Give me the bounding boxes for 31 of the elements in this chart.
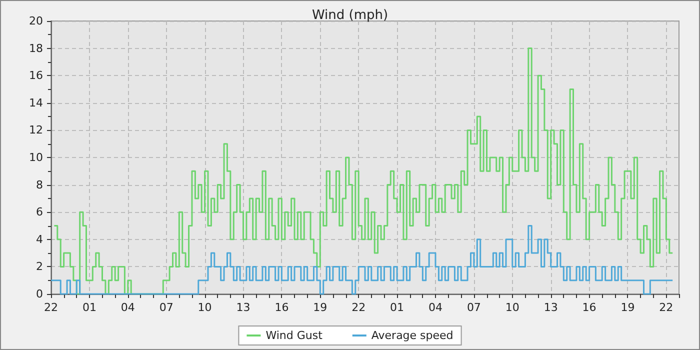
x-tick-label: 07 [466,301,481,314]
x-tick-label: 22 [44,301,58,314]
x-tick-label: 07 [159,301,174,314]
y-tick-label: 2 [36,260,43,274]
x-tick-label: 22 [352,301,366,314]
y-tick-label: 0 [36,288,43,300]
x-tick-label: 10 [505,301,520,314]
legend-label: Wind Gust [266,329,324,342]
y-tick-label: 8 [36,178,43,192]
y-tick-label: 18 [29,42,43,55]
y-tick-label: 6 [36,206,43,219]
x-tick-label: 01 [82,301,96,314]
chart-title: Wind (mph) [312,8,388,23]
legend-label: Average speed [371,329,454,342]
x-tick-label: 22 [659,301,674,314]
x-tick-label: 13 [544,301,558,314]
y-tick-label: 14 [29,96,43,110]
x-tick-label: 04 [428,301,442,314]
x-tick-label: 16 [582,301,596,314]
y-tick-label: 4 [36,232,43,246]
y-tick-label: 12 [29,124,43,137]
x-tick-label: 16 [274,301,289,314]
x-tick-label: 13 [236,301,250,314]
x-tick-label: 19 [620,301,635,314]
y-tick-label: 10 [29,151,43,164]
x-tick-label: 01 [390,301,404,314]
x-tick-label: 19 [313,301,328,314]
x-tick-label: 04 [120,301,135,314]
y-tick-label: 16 [29,69,43,82]
y-tick-label: 20 [29,14,43,28]
x-tick-label: 10 [198,301,212,314]
